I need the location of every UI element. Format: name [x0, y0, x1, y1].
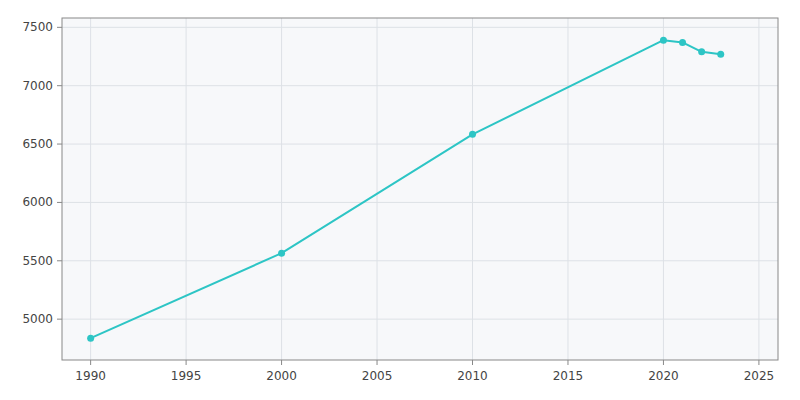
x-tick-mark — [186, 360, 187, 365]
plot-background — [62, 18, 778, 360]
y-grid-line — [62, 202, 778, 203]
y-grid-line — [62, 144, 778, 145]
chart-svg: 1990 1995 2000 2005 2010 2015 2020 2025 5000 5500… — [0, 0, 800, 400]
tick-labels: 1990 1995 2000 2005 2010 2015 2020 2025 5000 5500… — [22, 20, 774, 383]
y-grid-line — [62, 319, 778, 320]
x-grid-line — [90, 18, 91, 360]
y-tick-label: 5000 — [22, 312, 53, 326]
y-tick-label: 5500 — [22, 254, 53, 268]
x-grid-line — [663, 18, 664, 360]
y-tick-label: 7000 — [22, 79, 53, 93]
x-grid-line — [472, 18, 473, 360]
y-tick-mark — [57, 85, 62, 86]
x-tick-mark — [281, 360, 282, 365]
y-grid-line — [62, 85, 778, 86]
y-tick-mark — [57, 202, 62, 203]
data-point — [87, 335, 94, 342]
x-tick-mark — [758, 360, 759, 365]
x-grid-line — [281, 18, 282, 360]
plot-frame — [62, 18, 778, 360]
y-tick-mark — [57, 319, 62, 320]
y-tick-label: 6000 — [22, 195, 53, 209]
x-tick-label: 1995 — [171, 369, 202, 383]
data-point — [278, 250, 285, 257]
x-tick-mark — [90, 360, 91, 365]
y-tick-label: 6500 — [22, 137, 53, 151]
x-grid-line — [758, 18, 759, 360]
x-tick-label: 2015 — [553, 369, 584, 383]
x-tick-mark — [377, 360, 378, 365]
x-tick-label: 2000 — [266, 369, 297, 383]
data-point — [698, 48, 705, 55]
x-tick-label: 2005 — [362, 369, 393, 383]
data-line — [91, 40, 721, 338]
x-tick-label: 1990 — [75, 369, 106, 383]
data — [87, 37, 724, 342]
x-tick-label: 2020 — [648, 369, 679, 383]
x-grid-line — [567, 18, 568, 360]
data-point — [679, 39, 686, 46]
x-tick-label: 2025 — [744, 369, 775, 383]
y-tick-mark — [57, 144, 62, 145]
y-grid-line — [62, 27, 778, 28]
data-point — [469, 131, 476, 138]
x-tick-mark — [663, 360, 664, 365]
x-tick-mark — [567, 360, 568, 365]
y-tick-label: 7500 — [22, 20, 53, 34]
grid — [57, 18, 778, 365]
x-grid-line — [377, 18, 378, 360]
y-tick-mark — [57, 27, 62, 28]
x-grid-line — [186, 18, 187, 360]
data-point — [717, 51, 724, 58]
data-point — [660, 37, 667, 44]
y-tick-mark — [57, 260, 62, 261]
x-tick-label: 2010 — [457, 369, 488, 383]
x-tick-mark — [472, 360, 473, 365]
y-grid-line — [62, 260, 778, 261]
chart-container: 1990 1995 2000 2005 2010 2015 2020 2025 5000 5500… — [0, 0, 800, 400]
